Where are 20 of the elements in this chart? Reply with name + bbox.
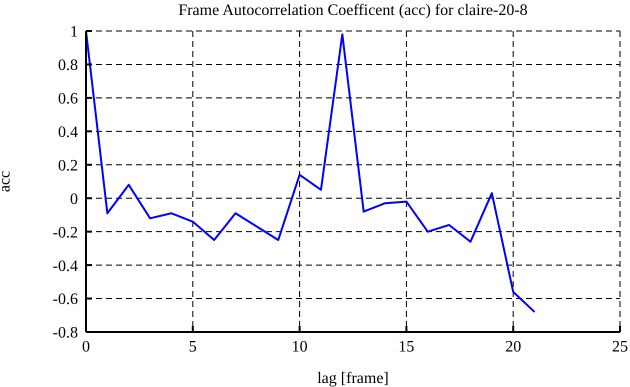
y-tick-label: 0.6 <box>58 90 78 108</box>
y-tick-label: -0.8 <box>52 324 78 342</box>
y-tick-label: 1 <box>70 24 78 41</box>
y-tick-label: -0.2 <box>52 224 78 242</box>
x-tick-label: 25 <box>612 338 628 356</box>
y-tick-label: -0.6 <box>52 291 78 308</box>
x-tick-label: 10 <box>292 338 308 356</box>
y-tick-label: 0 <box>70 190 78 208</box>
x-tick-label: 20 <box>505 338 522 356</box>
y-tick-label: 0.8 <box>58 57 78 74</box>
chart-title: Frame Autocorrelation Coefficent (acc) for claire-20-8 <box>177 1 529 21</box>
y-tick-label: 0.2 <box>58 157 78 174</box>
y-tick-label: 0.4 <box>58 124 78 142</box>
y-axis-title: acc <box>0 170 14 192</box>
x-tick-label: 15 <box>398 338 414 356</box>
y-tick-label: -0.4 <box>52 258 78 275</box>
x-tick-label: 0 <box>82 338 90 356</box>
line-series <box>86 31 536 313</box>
x-tick-label: 5 <box>188 338 197 356</box>
x-axis-title: lag [frame] <box>317 370 389 387</box>
